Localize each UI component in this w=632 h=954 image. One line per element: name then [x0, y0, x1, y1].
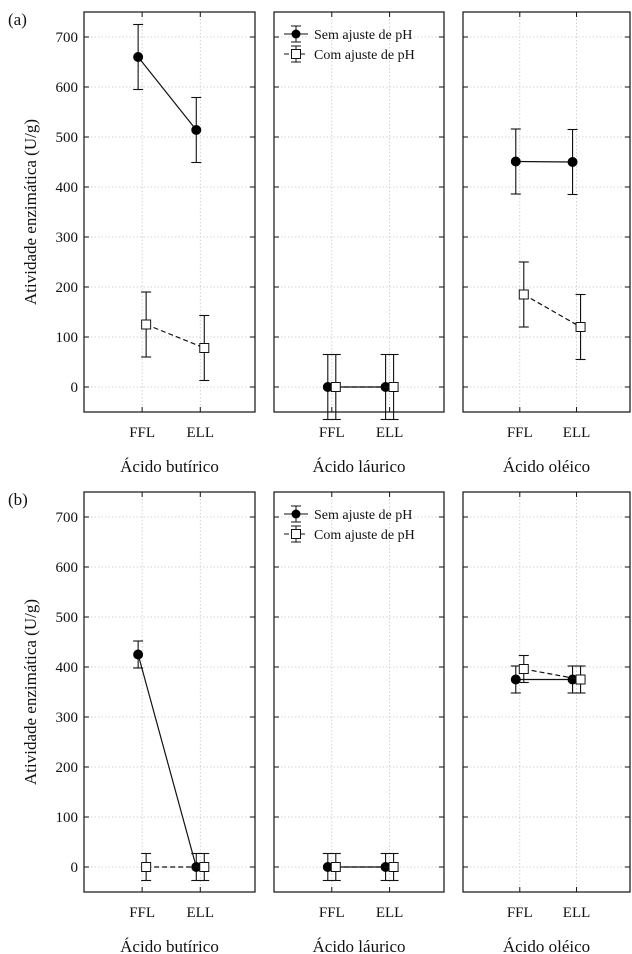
y-axis-label: Atividade enzimática (U/g): [21, 119, 40, 305]
x-tick-label: FFL: [319, 425, 345, 441]
data-point: [133, 52, 144, 62]
legend: Sem ajuste de pH Com ajuste de pH: [284, 25, 415, 63]
series-com-ajuste: [330, 353, 399, 421]
series-sem-ajuste: [510, 128, 578, 196]
x-tick-label: FFL: [129, 905, 155, 921]
series-line: [523, 668, 581, 681]
data-point: [575, 674, 586, 685]
data-point: [518, 289, 529, 300]
series-line: [515, 160, 573, 163]
data-point: [510, 156, 521, 167]
panel-3: FFL ELL Ácido oléico: [462, 11, 631, 476]
y-tick-label: 500: [56, 610, 79, 626]
panel-title: Ácido láurico: [313, 457, 406, 476]
panel-title: Ácido butírico: [120, 457, 219, 476]
data-point: [141, 862, 152, 872]
panel-title: Ácido butírico: [120, 937, 219, 954]
panel-1: 0 100 200 300 400 500 600 700 FFL ELL Ácido butíri…: [56, 491, 256, 954]
figure-a: (a) Atividade enzimática (U/g) 0 100 200 300 4…: [8, 10, 631, 476]
x-tick-label: ELL: [187, 425, 215, 441]
panel-frame: [462, 11, 631, 413]
data-point: [518, 664, 529, 674]
x-tick-label: FFL: [507, 425, 533, 441]
y-tick-label: 300: [56, 230, 79, 246]
x-tick-label: FFL: [319, 905, 345, 921]
data-point: [191, 125, 202, 135]
panel-2: FFL ELL Ácido láurico Sem ajuste de pH Com a…: [273, 11, 445, 476]
legend: Sem ajuste de pH Com ajuste de pH: [284, 505, 415, 543]
series-com-ajuste: [330, 852, 399, 882]
legend-label: Sem ajuste de pH: [314, 508, 412, 523]
y-tick-label: 100: [56, 330, 79, 346]
y-axis-label: Atividade enzimática (U/g): [21, 599, 40, 785]
y-tick-label: 700: [56, 510, 79, 526]
legend-label: Com ajuste de pH: [314, 48, 415, 63]
data-point: [575, 322, 586, 332]
data-point: [133, 649, 144, 660]
x-tick-label: ELL: [187, 905, 215, 921]
x-tick-label: FFL: [129, 425, 155, 441]
figure-b: (b) Atividade enzimática (U/g) 0 100 200 300 4…: [8, 490, 631, 954]
y-tick-label: 200: [56, 280, 79, 296]
y-tick-label: 700: [56, 30, 79, 46]
panel-1: 0 100 200 300 400 500 600 700 FFL ELL Ácido butíri…: [56, 11, 256, 476]
data-point: [199, 862, 210, 872]
x-tick-label: ELL: [563, 425, 591, 441]
y-tick-label: 100: [56, 810, 79, 826]
data-point: [330, 862, 341, 872]
series-com-ajuste: [518, 654, 586, 694]
y-tick-label: 300: [56, 710, 79, 726]
legend-marker: [291, 29, 301, 39]
y-tick-label: 200: [56, 760, 79, 776]
x-tick-label: FFL: [507, 905, 533, 921]
data-point: [330, 382, 341, 392]
panel-frame: [83, 11, 256, 413]
x-tick-label: ELL: [376, 905, 404, 921]
legend-marker: [291, 529, 301, 539]
series-sem-ajuste: [510, 665, 578, 694]
data-point: [141, 319, 152, 330]
legend-label: Sem ajuste de pH: [314, 28, 412, 43]
series-com-ajuste: [141, 291, 210, 382]
panel-3: FFL ELL Ácido oléico: [462, 491, 631, 954]
series-com-ajuste: [518, 261, 586, 361]
series-line: [145, 323, 205, 349]
legend-marker: [291, 509, 301, 519]
data-point: [199, 343, 210, 353]
series-line: [523, 293, 581, 328]
y-tick-label: 0: [71, 380, 79, 396]
y-tick-label: 400: [56, 180, 79, 196]
panel-title: Ácido oléico: [503, 457, 590, 476]
y-tick-label: 400: [56, 660, 79, 676]
y-tick-label: 0: [71, 860, 79, 876]
panel-2: FFL ELL Ácido láurico Sem ajuste de pH Com a…: [273, 491, 445, 954]
y-tick-label: 600: [56, 80, 79, 96]
series-sem-ajuste: [133, 640, 202, 882]
data-point: [567, 157, 578, 167]
data-point: [510, 674, 521, 685]
panel-frame: [462, 491, 631, 893]
panel-frame: [273, 491, 445, 893]
figure-label: (a): [8, 10, 27, 29]
series-line: [137, 56, 197, 131]
panel-frame: [83, 491, 256, 893]
x-tick-label: ELL: [563, 905, 591, 921]
y-tick-label: 600: [56, 560, 79, 576]
series-sem-ajuste: [133, 23, 202, 164]
panel-frame: [273, 11, 445, 413]
panel-title: Ácido láurico: [313, 937, 406, 954]
series-com-ajuste: [141, 852, 210, 882]
data-point: [388, 382, 399, 392]
x-tick-label: ELL: [376, 425, 404, 441]
y-tick-label: 500: [56, 130, 79, 146]
figure-label: (b): [8, 490, 28, 509]
series-line: [137, 654, 197, 868]
panel-title: Ácido oléico: [503, 937, 590, 954]
legend-marker: [291, 49, 301, 59]
legend-label: Com ajuste de pH: [314, 528, 415, 543]
data-point: [388, 862, 399, 872]
